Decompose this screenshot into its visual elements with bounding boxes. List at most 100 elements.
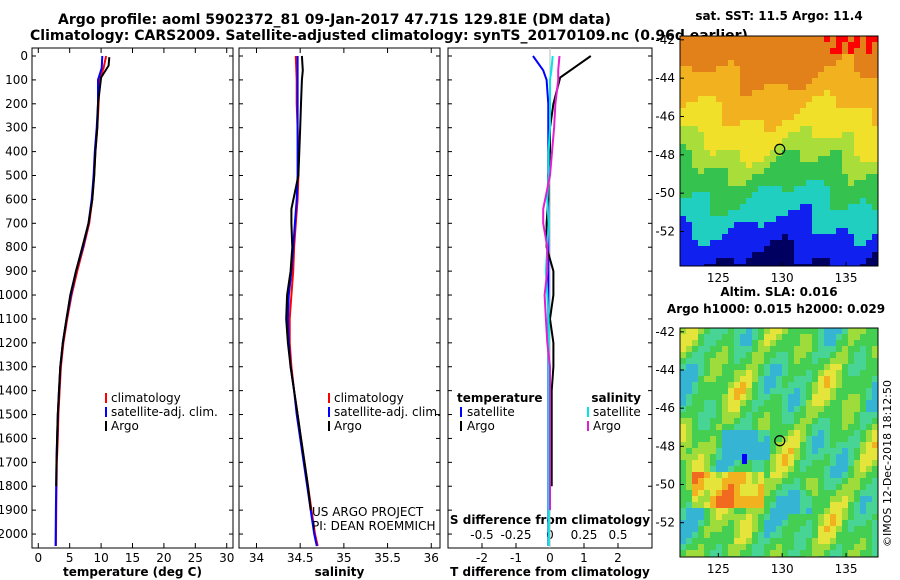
sla-map-cell (812, 412, 818, 418)
sla-map-cell (728, 490, 734, 496)
sla-map-cell (818, 514, 824, 520)
sla-map-cell (782, 334, 788, 340)
sla-map-cell (692, 544, 698, 550)
sst-map-cell (770, 198, 776, 204)
sla-map-cell (818, 454, 824, 460)
sst-map-cell (758, 162, 764, 168)
sst-map-cell (824, 204, 830, 210)
sst-map-cell (710, 96, 716, 102)
sst-map-cell (806, 204, 812, 210)
sst-map-cell (710, 90, 716, 96)
sst-map-cell (770, 102, 776, 108)
sst-map-cell (734, 192, 740, 198)
sla-map-cell (764, 520, 770, 526)
sst-map-cell (836, 114, 842, 120)
sst-map-cell (812, 234, 818, 240)
sst-map-cell (824, 198, 830, 204)
sst-map-cell (722, 144, 728, 150)
sst-map-cell (860, 42, 866, 48)
sla-map-cell (866, 364, 872, 370)
sla-map-cell (854, 388, 860, 394)
sla-map-cell (764, 538, 770, 544)
sla-map-cell (818, 382, 824, 388)
sst-map-cell (818, 72, 824, 78)
sla-map-cell (800, 550, 806, 556)
sla-map-cell (776, 406, 782, 412)
temperature-xtick-label: 25 (188, 551, 203, 565)
sla-map-cell (782, 400, 788, 406)
sst-map-cell (698, 150, 704, 156)
sst-map-cell (692, 234, 698, 240)
sla-map-cell (728, 400, 734, 406)
sst-map-cell (782, 114, 788, 120)
sst-map-cell (692, 132, 698, 138)
sst-map-cell (842, 180, 848, 186)
sla-map-cell (770, 472, 776, 478)
sla-map-cell (782, 412, 788, 418)
sst-map-cell (854, 132, 860, 138)
sst-map-cell (770, 120, 776, 126)
sst-map-cell (770, 96, 776, 102)
sst-map-cell (710, 228, 716, 234)
sst-map-cell (812, 198, 818, 204)
sla-map-cell (824, 328, 830, 334)
sst-map-cell (728, 168, 734, 174)
sla-map-cell (722, 532, 728, 538)
sla-map-cell (740, 442, 746, 448)
sla-map-cell (782, 340, 788, 346)
sst-map-cell (830, 102, 836, 108)
sla-map-cell (770, 460, 776, 466)
sst-map-cell (818, 210, 824, 216)
sst-map-cell (722, 138, 728, 144)
sla-map-cell (854, 514, 860, 520)
sla-map-cell (722, 412, 728, 418)
sst-map-cell (746, 210, 752, 216)
sla-map-cell (728, 340, 734, 346)
sla-map-cell (854, 544, 860, 550)
sst-map-cell (782, 78, 788, 84)
legend-salinity-heading: salinity (591, 391, 641, 405)
sst-map-cell (836, 144, 842, 150)
sst-map-cell (692, 78, 698, 84)
sst-map-cell (728, 258, 734, 264)
sla-map-cell (740, 490, 746, 496)
sla-map-cell (716, 466, 722, 472)
sla-map-cell (872, 400, 878, 406)
sla-map-cell (698, 520, 704, 526)
sla-map-cell (698, 352, 704, 358)
sst-map-cell (794, 222, 800, 228)
sla-map-cell (788, 508, 794, 514)
sst-map-cell (776, 54, 782, 60)
sst-map-cell (680, 48, 686, 54)
sla-map-cell (686, 448, 692, 454)
sst-map-cell (794, 234, 800, 240)
sla-map-cell (710, 394, 716, 400)
sla-map-cell (812, 388, 818, 394)
sst-map-cell (710, 78, 716, 84)
difference-series-argo (545, 55, 592, 487)
sst-map-cell (710, 162, 716, 168)
depth-tick-label: 2000 (0, 527, 28, 541)
sst-map-cell (776, 72, 782, 78)
temperature-legend-label: satellite-adj. clim. (111, 405, 218, 419)
sla-map-cell (860, 478, 866, 484)
sst-map-cell (710, 144, 716, 150)
sst-map-cell (842, 132, 848, 138)
sla-map-cell (728, 328, 734, 334)
sla-map-cell (812, 472, 818, 478)
sst-map-cell (854, 258, 860, 264)
sla-map-cell (812, 454, 818, 460)
sla-map-cell (758, 544, 764, 550)
sst-map-cell (686, 204, 692, 210)
sla-map-cell (746, 550, 752, 556)
sla-map-cell (770, 358, 776, 364)
sla-xtick-label: 130 (771, 562, 794, 576)
sst-map-cell (680, 150, 686, 156)
sst-map-cell (806, 102, 812, 108)
sst-map-cell (776, 114, 782, 120)
sla-map-cell (872, 388, 878, 394)
sla-map-cell (824, 430, 830, 436)
sst-map-cell (734, 186, 740, 192)
sla-map-cell (788, 490, 794, 496)
sst-map-cell (752, 252, 758, 258)
